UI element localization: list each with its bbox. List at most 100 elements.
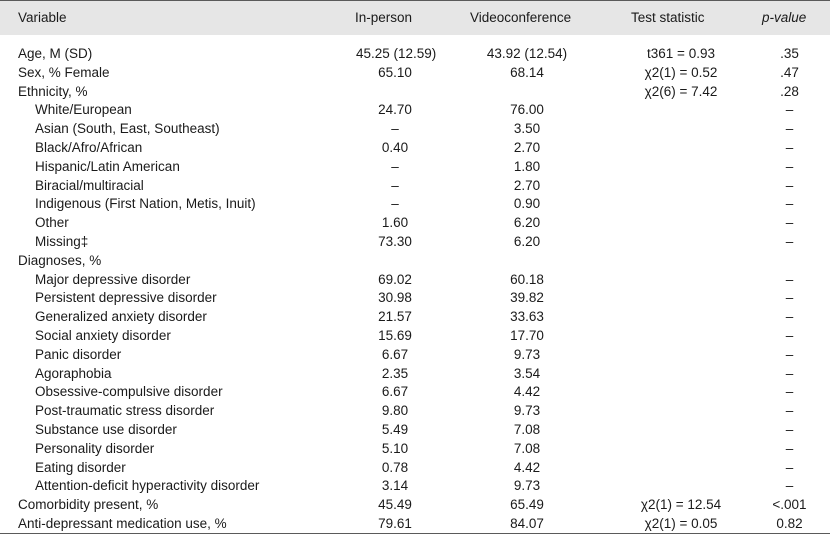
cell-videoconference: 39.82: [510, 290, 544, 306]
cell-p-value: –: [785, 121, 794, 137]
cell-variable: Obsessive-compulsive disorder: [35, 384, 223, 400]
table-bottom-rule: [0, 533, 830, 534]
table-row: Asian (South, East, Southeast) – 3.50 –: [0, 120, 830, 139]
table-row: Ethnicity, % χ2(6) = 7.42 .28: [0, 83, 830, 102]
cell-variable: Hispanic/Latin American: [35, 158, 180, 174]
header-test-statistic: Test statistic: [631, 10, 705, 25]
cell-variable: Black/Afro/African: [35, 139, 143, 155]
cell-in-person: –: [391, 196, 399, 212]
cell-variable: Eating disorder: [35, 459, 126, 475]
header-p-value-text: p-value: [762, 10, 807, 25]
cell-videoconference: 76.00: [510, 102, 544, 118]
cell-in-person: 15.69: [378, 327, 412, 343]
table-row: Major depressive disorder 69.02 60.18 –: [0, 271, 830, 290]
cell-variable: Substance use disorder: [35, 421, 177, 437]
cell-variable: Missing‡: [35, 233, 89, 249]
cell-videoconference: 68.14: [510, 64, 544, 80]
cell-variable: Personality disorder: [35, 440, 155, 456]
cell-in-person: 5.10: [381, 440, 409, 456]
cell-videoconference: 84.07: [510, 515, 544, 531]
table-row: Social anxiety disorder 15.69 17.70 –: [0, 327, 830, 346]
table-row: Eating disorder 0.78 4.42 –: [0, 459, 830, 478]
table-header-row: Variable In-person Videoconference Test …: [0, 0, 830, 34]
cell-p-value: –: [785, 196, 794, 212]
table-row: Indigenous (First Nation, Metis, Inuit) –…: [0, 195, 830, 214]
table-row: Black/Afro/African 0.40 2.70 –: [0, 139, 830, 158]
cell-p-value: –: [785, 309, 794, 325]
table-row: Generalized anxiety disorder 21.57 33.63 –: [0, 308, 830, 327]
table-row: White/European 24.70 76.00 –: [0, 101, 830, 120]
cell-test-statistic: χ2(6) = 7.42: [644, 83, 718, 99]
table-body: Age, M (SD) 45.25 (12.59) 43.92 (12.54) t36…: [0, 45, 830, 534]
cell-p-value: –: [785, 440, 794, 456]
cell-variable: Agoraphobia: [35, 365, 112, 381]
cell-variable: Post-traumatic stress disorder: [35, 403, 215, 419]
cell-videoconference: 3.54: [513, 365, 541, 381]
cell-p-value: –: [785, 139, 794, 155]
cell-videoconference: 33.63: [510, 309, 544, 325]
cell-variable: Attention-deficit hyperactivity disorder: [35, 478, 260, 494]
cell-p-value: –: [785, 384, 794, 400]
table-row: Other 1.60 6.20 –: [0, 214, 830, 233]
cell-variable: Persistent depressive disorder: [35, 290, 217, 306]
cell-variable: Indigenous (First Nation, Metis, Inuit): [35, 196, 256, 212]
cell-in-person: 5.49: [381, 421, 409, 437]
cell-in-person: 45.49: [378, 497, 412, 513]
cell-variable: Biracial/multiracial: [35, 177, 144, 193]
table-row: Agoraphobia 2.35 3.54 –: [0, 365, 830, 384]
cell-variable: Anti-depressant medication use, %: [18, 515, 227, 531]
cell-videoconference: 9.73: [513, 346, 541, 362]
cell-in-person: 1.60: [381, 215, 409, 231]
cell-variable: Asian (South, East, Southeast): [35, 121, 220, 137]
cell-variable: Age, M (SD): [18, 46, 93, 61]
cell-videoconference: 1.80: [513, 158, 541, 174]
cell-in-person: 73.30: [378, 233, 412, 249]
header-videoconference: Videoconference: [470, 10, 572, 25]
cell-videoconference: 7.08: [513, 440, 541, 456]
cell-videoconference: 0.90: [513, 196, 541, 212]
cell-in-person: 45.25 (12.59): [356, 46, 437, 61]
cell-p-value: –: [785, 327, 794, 343]
cell-p-value: –: [785, 233, 794, 249]
cell-p-value: –: [785, 177, 794, 193]
cell-in-person: –: [391, 158, 399, 174]
cell-p-value: –: [785, 459, 794, 475]
cell-videoconference: 17.70: [510, 327, 544, 343]
cell-in-person: 0.78: [381, 459, 409, 475]
cell-test-statistic: χ2(1) = 0.52: [644, 64, 718, 80]
cell-in-person: 24.70: [378, 102, 412, 118]
table-row: Persistent depressive disorder 30.98 39.82…: [0, 289, 830, 308]
cell-videoconference: 9.73: [513, 403, 541, 419]
cell-p-value: –: [785, 271, 794, 287]
cell-test-statistic: χ2(1) = 12.54: [640, 497, 722, 513]
cell-in-person: 6.67: [381, 346, 409, 362]
table-header-band: [0, 0, 830, 35]
cell-videoconference: 3.50: [513, 121, 541, 137]
cell-p-value: –: [785, 290, 794, 306]
cell-in-person: 6.67: [381, 384, 409, 400]
cell-p-value: –: [785, 215, 794, 231]
cell-p-value: –: [785, 403, 794, 419]
cell-videoconference: 4.42: [513, 459, 541, 475]
table-row: Comorbidity present, % 45.49 65.49 χ2(1) = …: [0, 496, 830, 515]
cell-variable: Social anxiety disorder: [35, 327, 171, 343]
cell-variable: Ethnicity, %: [18, 83, 88, 99]
table-row: Sex, % Female 65.10 68.14 χ2(1) = 0.52 .47: [0, 64, 830, 83]
table-row: Personality disorder 5.10 7.08 –: [0, 440, 830, 459]
table-row: Anti-depressant medication use, % 79.61 84…: [0, 515, 830, 534]
table-row: Hispanic/Latin American – 1.80 –: [0, 158, 830, 177]
cell-variable: Generalized anxiety disorder: [35, 309, 207, 325]
cell-in-person: 9.80: [381, 403, 409, 419]
header-p-value: p-value: [762, 10, 806, 26]
table-row: Age, M (SD) 45.25 (12.59) 43.92 (12.54) t36…: [0, 45, 830, 64]
cell-videoconference: 6.20: [513, 215, 541, 231]
table-row: Substance use disorder 5.49 7.08 –: [0, 421, 830, 440]
cell-variable: Diagnoses, %: [18, 252, 102, 268]
cell-p-value: –: [785, 102, 794, 118]
table-row: Attention-deficit hyperactivity disorder…: [0, 477, 830, 496]
cell-p-value: –: [785, 346, 794, 362]
cell-p-value: .47: [780, 64, 799, 80]
cell-videoconference: 65.49: [510, 497, 544, 513]
cell-p-value: –: [785, 365, 794, 381]
